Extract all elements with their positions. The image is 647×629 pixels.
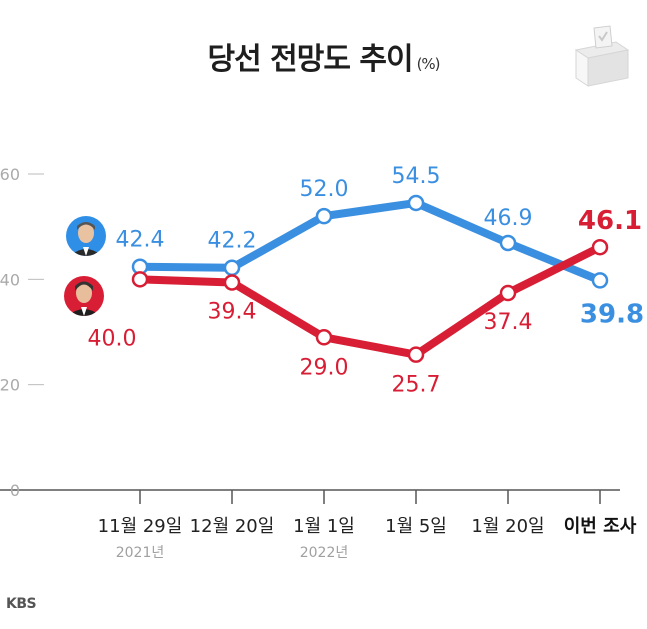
x-tick-label: 1월 20일	[471, 516, 545, 537]
series1-point	[223, 259, 241, 276]
candidate-photo-red	[64, 276, 104, 316]
chart-title: 당선 전망도 추이 (%)	[0, 34, 647, 78]
man-photo-red-icon	[64, 276, 104, 316]
x-tick-year-label: 2022년	[299, 545, 349, 561]
series1-data-label: 46.9	[484, 206, 533, 231]
y-tick-label: 20	[0, 376, 20, 395]
series2-point	[223, 274, 241, 291]
y-tick-label: 0	[10, 481, 20, 500]
chart-unit: (%)	[416, 55, 441, 73]
series2-data-label: 39.4	[208, 299, 257, 324]
series2-line	[136, 243, 604, 359]
chart-title-text: 당선 전망도 추이	[207, 42, 413, 77]
series1-data-label: 52.0	[300, 177, 349, 202]
series1-point	[499, 234, 517, 252]
series1-point	[315, 207, 333, 225]
series1-data-label: 42.2	[208, 229, 257, 254]
y-tick-label: 60	[0, 165, 20, 184]
series2-point	[407, 346, 425, 363]
x-tick-label: 1월 5일	[385, 516, 447, 537]
series2-point	[499, 284, 517, 302]
kbs-logo: KBS	[6, 596, 37, 612]
series1-point	[591, 272, 609, 289]
man-photo-blue-icon	[66, 216, 106, 256]
x-tick-label: 12월 20일	[189, 516, 275, 537]
series2-data-label: 46.1	[578, 206, 642, 236]
series1-data-label: 42.4	[116, 228, 165, 253]
x-tick-label: 11월 29일	[97, 516, 183, 537]
series2-data-label: 29.0	[300, 355, 349, 380]
series2-data-label: 37.4	[484, 310, 533, 335]
series2-point	[591, 238, 609, 256]
ballot-box-icon	[566, 22, 636, 96]
series2-point	[131, 271, 149, 288]
series2-data-label: 25.7	[392, 373, 441, 398]
candidate-photo-blue	[66, 216, 106, 256]
series1-line	[136, 198, 604, 285]
series2-point	[315, 329, 333, 346]
x-tick-label: 1월 1일	[293, 516, 355, 537]
x-tick-year-label: 2021년	[115, 545, 165, 561]
series1-data-label: 39.8	[580, 299, 644, 329]
series1-point	[407, 194, 425, 212]
x-tick-label: 이번 조사	[563, 516, 637, 537]
y-tick-label: 40	[0, 270, 20, 289]
series2-data-label: 40.0	[88, 326, 137, 351]
series1-data-label: 54.5	[392, 164, 441, 189]
